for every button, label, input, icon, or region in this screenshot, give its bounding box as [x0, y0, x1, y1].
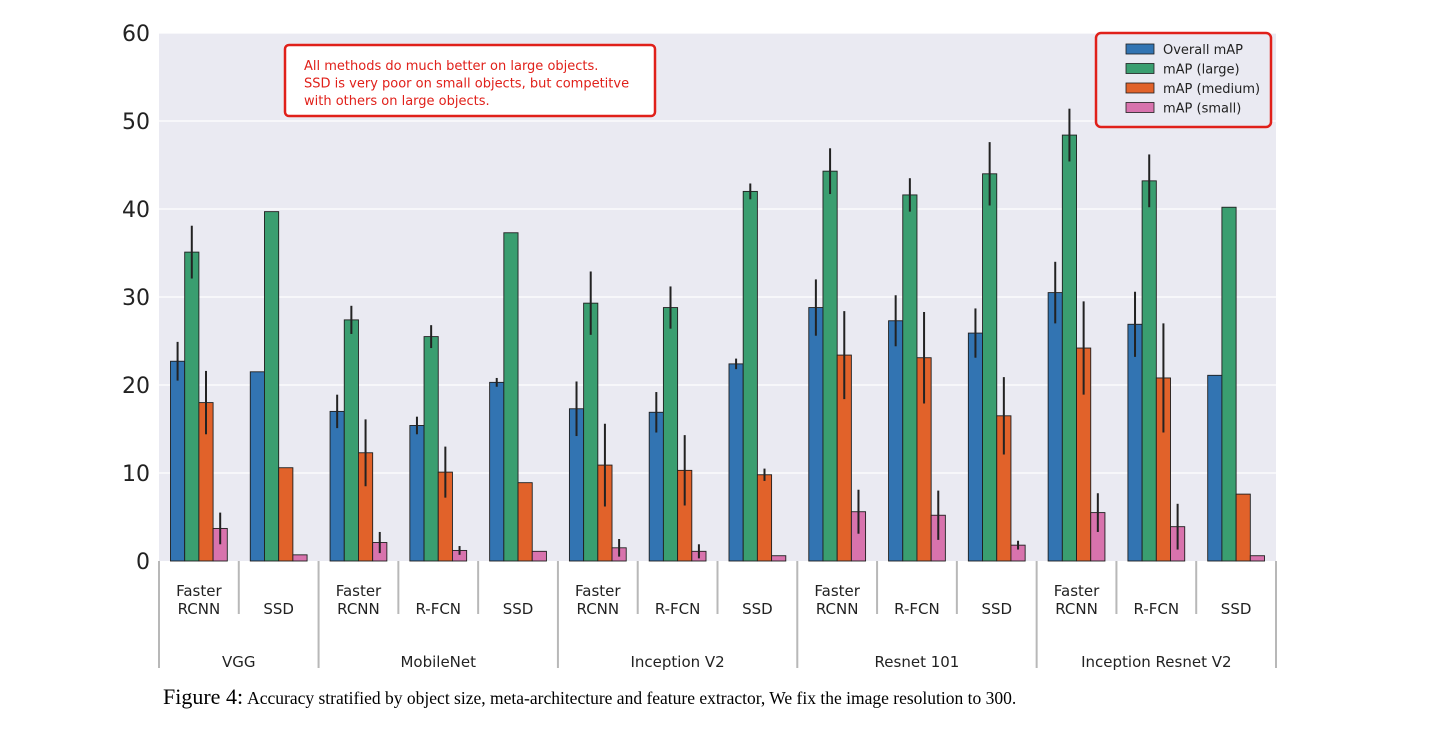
bar	[184, 251, 200, 562]
bar	[967, 332, 983, 562]
caption-text: Accuracy stratified by object size, meta…	[247, 688, 1017, 708]
bar	[1047, 292, 1063, 562]
bar	[1127, 323, 1143, 562]
bar	[1235, 493, 1251, 562]
x-tick-label: SSD	[503, 600, 534, 618]
bar	[264, 211, 280, 562]
bar	[1141, 180, 1157, 562]
y-tick-label: 10	[122, 462, 150, 487]
bar	[728, 363, 744, 562]
annotation-line: All methods do much better on large obje…	[304, 59, 598, 74]
bar	[423, 336, 439, 562]
x-tick-label: R-FCN	[415, 600, 461, 618]
y-tick-label: 20	[122, 374, 150, 399]
bar	[531, 550, 547, 562]
bar	[409, 425, 425, 562]
x-group-label: Inception V2	[630, 653, 724, 671]
x-group-label: Resnet 101	[875, 653, 960, 671]
bar	[292, 554, 308, 562]
figure-caption: Figure 4: Accuracy stratified by object …	[163, 684, 1016, 710]
caption-label: Figure 4:	[163, 684, 244, 709]
bar	[170, 360, 186, 562]
bar	[822, 170, 838, 562]
bar	[1221, 206, 1237, 562]
legend-label: mAP (small)	[1163, 102, 1241, 117]
bar	[756, 474, 773, 562]
x-tick-label: Faster	[336, 582, 382, 600]
x-group-label: Inception Resnet V2	[1081, 653, 1231, 671]
bar	[771, 555, 787, 562]
legend-label: mAP (large)	[1163, 63, 1240, 78]
annotation-line: SSD is very poor on small objects, but c…	[304, 77, 629, 92]
bar	[278, 467, 294, 562]
y-tick-label: 0	[136, 550, 150, 575]
bar	[503, 232, 519, 562]
x-group-label: MobileNet	[400, 653, 476, 671]
bar	[902, 194, 918, 562]
bar	[1207, 374, 1223, 562]
bar	[742, 190, 758, 562]
legend-label: Overall mAP	[1163, 43, 1243, 58]
bar	[583, 302, 599, 562]
x-tick-label: Faster	[575, 582, 621, 600]
y-axis-tick-labels: 0 10 20 30 40 50 60	[122, 22, 150, 575]
bar	[489, 381, 505, 562]
bar	[343, 319, 359, 562]
bar	[517, 482, 533, 562]
x-tick-label: RCNN	[337, 600, 380, 618]
y-tick-label: 60	[122, 22, 150, 47]
legend-swatch	[1125, 102, 1155, 113]
annotation-box: All methods do much better on large obje…	[283, 43, 657, 118]
legend-swatch	[1125, 63, 1155, 74]
x-tick-label: R-FCN	[655, 600, 701, 618]
bars	[170, 134, 1265, 562]
bar	[329, 410, 345, 562]
bar	[662, 307, 679, 562]
x-tick-label: RCNN	[577, 600, 620, 618]
bar	[249, 371, 265, 562]
y-tick-label: 50	[122, 110, 150, 135]
x-tick-label: RCNN	[1055, 600, 1098, 618]
bar	[1061, 134, 1077, 562]
legend-label: mAP (medium)	[1163, 82, 1260, 97]
y-tick-label: 40	[122, 198, 150, 223]
x-tick-label: Faster	[814, 582, 860, 600]
error-bars	[176, 108, 1179, 559]
legend: Overall mAP mAP (large) mAP (medium) mAP (s…	[1094, 31, 1273, 129]
x-tick-label: R-FCN	[1134, 600, 1180, 618]
x-tick-label: Faster	[1054, 582, 1100, 600]
bar	[1249, 555, 1265, 562]
x-tick-label: RCNN	[178, 600, 221, 618]
y-tick-label: 30	[122, 286, 150, 311]
x-tick-label: SSD	[263, 600, 294, 618]
annotation-frame	[283, 43, 657, 118]
bar	[888, 320, 904, 562]
bar	[648, 411, 664, 562]
bar	[982, 173, 998, 562]
x-tick-label: R-FCN	[894, 600, 940, 618]
bar	[808, 307, 824, 562]
x-tick-label: SSD	[981, 600, 1012, 618]
x-tick-label: Faster	[176, 582, 222, 600]
x-tick-label: RCNN	[816, 600, 859, 618]
legend-swatch	[1125, 43, 1155, 55]
x-tick-label: SSD	[742, 600, 773, 618]
x-tick-label: SSD	[1221, 600, 1252, 618]
annotation-line: with others on large objects.	[304, 94, 490, 109]
legend-swatch	[1125, 82, 1155, 94]
x-group-label: VGG	[222, 653, 256, 671]
